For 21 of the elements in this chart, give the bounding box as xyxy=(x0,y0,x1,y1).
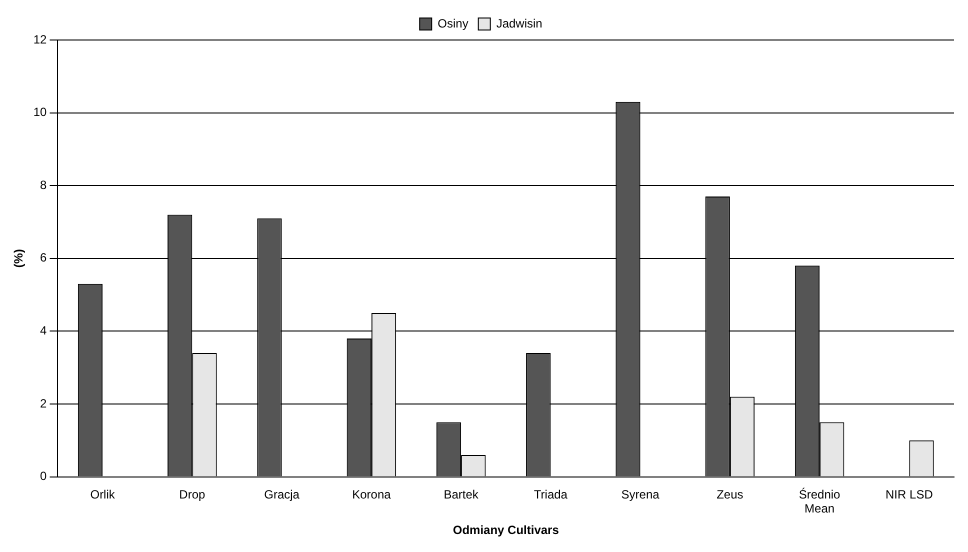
x-tick-label: Średnio Mean xyxy=(798,487,841,516)
y-tick-label: 10 xyxy=(33,105,48,120)
y-tick-label: 12 xyxy=(33,32,48,46)
legend-label: Osiny xyxy=(438,16,468,30)
x-tick-label: Gracja xyxy=(264,487,300,502)
y-axis-title: (%) xyxy=(12,249,26,268)
x-tick-label: Drop xyxy=(179,487,206,502)
x-tick-label: Triada xyxy=(534,487,568,502)
x-tick-label: Orlik xyxy=(90,487,116,502)
y-tick-label: 0 xyxy=(40,469,48,484)
x-tick-label: Korona xyxy=(352,487,392,502)
x-tick-label: Zeus xyxy=(716,487,744,502)
x-axis-title: Odmiany Cultivars xyxy=(452,523,560,538)
x-tick-label: NIR LSD xyxy=(886,487,934,502)
legend-label: Jadwisin xyxy=(496,16,542,30)
y-tick-label: 6 xyxy=(40,250,48,265)
x-tick-label: Bartek xyxy=(444,487,480,502)
y-tick-label: 4 xyxy=(40,324,48,338)
x-tick-label: Syrena xyxy=(621,487,660,502)
y-tick-label: 8 xyxy=(40,178,48,192)
y-tick-label: 2 xyxy=(40,396,48,410)
